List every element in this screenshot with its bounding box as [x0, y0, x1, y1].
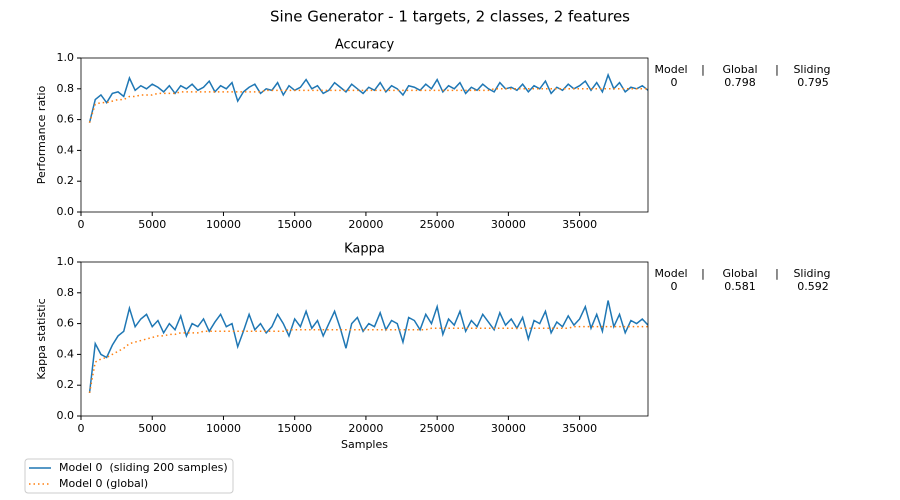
- y-tick-label: 0.8: [57, 286, 75, 299]
- y-tick-label: 1.0: [57, 255, 75, 268]
- y-tick-label: 0.0: [57, 205, 75, 218]
- x-tick-label: 10000: [206, 218, 241, 231]
- table-header: Global: [722, 267, 757, 280]
- y-tick-label: 0.4: [57, 347, 75, 360]
- x-tick-label: 25000: [420, 218, 455, 231]
- x-tick-label: 5000: [138, 218, 166, 231]
- x-tick-label: 10000: [206, 422, 241, 435]
- y-tick-label: 0.2: [57, 174, 75, 187]
- y-tick-label: 0.8: [57, 82, 75, 95]
- axes-frame: [80, 57, 649, 213]
- line-series: [88, 88, 648, 123]
- legend-label: Model 0 (sliding 200 samples): [59, 461, 228, 474]
- subplot-title: Kappa: [344, 242, 385, 257]
- x-tick-label: 25000: [420, 422, 455, 435]
- table-cell: 0: [671, 76, 678, 89]
- table-header: Model: [654, 267, 687, 280]
- table-cell: 0.592: [797, 280, 829, 293]
- x-tick-label: 5000: [138, 422, 166, 435]
- table-cell: 0.798: [724, 76, 756, 89]
- subplot-title: Accuracy: [335, 38, 395, 53]
- table-header: Global: [722, 63, 757, 76]
- table-header: |: [775, 63, 779, 76]
- x-axis-label: Samples: [341, 438, 388, 451]
- table-header: |: [775, 267, 779, 280]
- y-tick-label: 0.0: [57, 409, 75, 422]
- legend-label: Model 0 (global): [59, 477, 148, 490]
- x-tick-label: 15000: [277, 422, 312, 435]
- y-tick-label: 0.2: [57, 378, 75, 391]
- table-cell: 0: [671, 280, 678, 293]
- x-tick-label: 15000: [277, 218, 312, 231]
- x-tick-label: 20000: [348, 218, 383, 231]
- table-header: Sliding: [793, 267, 830, 280]
- table-cell: 0.795: [797, 76, 829, 89]
- table-header: |: [701, 63, 705, 76]
- x-tick-label: 30000: [491, 422, 526, 435]
- legend-box: [24, 458, 234, 494]
- x-tick-label: 35000: [562, 218, 597, 231]
- y-tick-label: 0.4: [57, 143, 75, 156]
- x-tick-label: 30000: [491, 218, 526, 231]
- y-tick-label: 0.6: [57, 113, 75, 126]
- line-series: [88, 72, 648, 123]
- y-axis-label: Kappa statistic: [35, 298, 48, 379]
- y-axis-label: Performance ratio: [35, 85, 48, 184]
- x-tick-label: 0: [78, 422, 85, 435]
- line-series: [88, 300, 648, 393]
- line-series: [88, 325, 648, 394]
- axes-frame: [80, 261, 649, 417]
- y-tick-label: 1.0: [57, 51, 75, 64]
- x-tick-label: 20000: [348, 422, 383, 435]
- table-header: |: [701, 267, 705, 280]
- table-header: Model: [654, 63, 687, 76]
- x-tick-label: 35000: [562, 422, 597, 435]
- table-cell: 0.581: [724, 280, 756, 293]
- table-header: Sliding: [793, 63, 830, 76]
- figure-title: Sine Generator - 1 targets, 2 classes, 2…: [270, 8, 630, 26]
- x-tick-label: 0: [78, 218, 85, 231]
- y-tick-label: 0.6: [57, 317, 75, 330]
